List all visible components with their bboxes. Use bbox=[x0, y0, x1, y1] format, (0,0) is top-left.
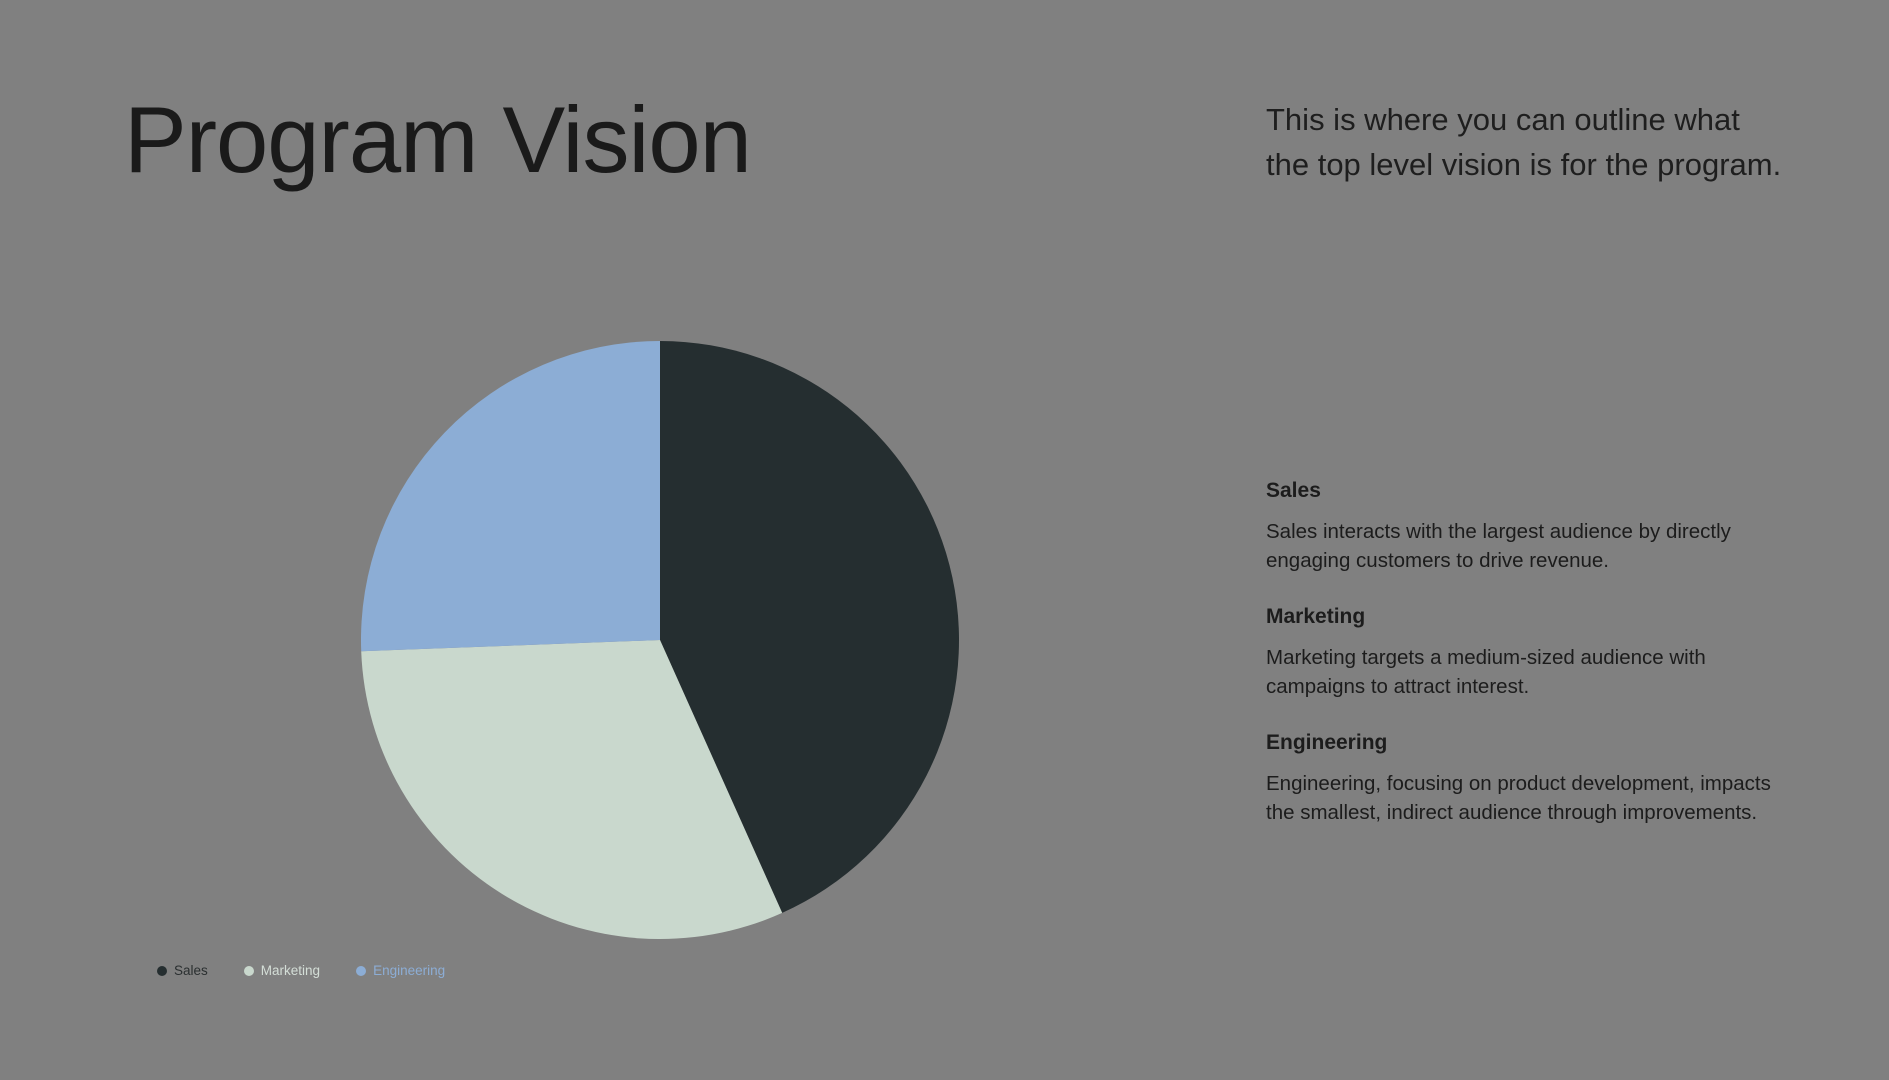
section-sales: Sales Sales interacts with the largest a… bbox=[1266, 478, 1786, 575]
pie-slice-engineering bbox=[361, 341, 660, 652]
section-body: Sales interacts with the largest audienc… bbox=[1266, 520, 1731, 572]
section-marketing: Marketing Marketing targets a medium-siz… bbox=[1266, 604, 1786, 701]
legend-dot-icon bbox=[356, 965, 367, 976]
legend-item-engineering[interactable]: Engineering bbox=[356, 963, 445, 978]
legend-label: Marketing bbox=[260, 963, 321, 978]
legend-label: Sales bbox=[174, 963, 208, 978]
section-heading: Engineering bbox=[1266, 731, 1388, 754]
legend-dot-icon bbox=[243, 965, 254, 976]
legend-dot-icon bbox=[157, 965, 167, 976]
section-heading: Marketing bbox=[1266, 605, 1366, 628]
legend-item-sales[interactable]: Sales bbox=[157, 963, 208, 978]
section-body: Engineering, focusing on product develop… bbox=[1266, 772, 1771, 824]
pie-slice-marketing bbox=[361, 640, 783, 939]
section-heading: Sales bbox=[1266, 479, 1321, 502]
intro-text: This is where you can outline what the t… bbox=[1266, 102, 1782, 182]
section-body: Marketing targets a medium-sized audienc… bbox=[1266, 646, 1706, 698]
legend-item-marketing[interactable]: Marketing bbox=[243, 963, 321, 978]
page-title: Program Vision bbox=[124, 87, 752, 192]
chart-legend: Sales Marketing Engineering bbox=[157, 963, 481, 978]
legend-label: Engineering bbox=[373, 963, 446, 978]
section-engineering: Engineering Engineering, focusing on pro… bbox=[1266, 730, 1786, 827]
pie-slice-sales bbox=[660, 341, 959, 913]
